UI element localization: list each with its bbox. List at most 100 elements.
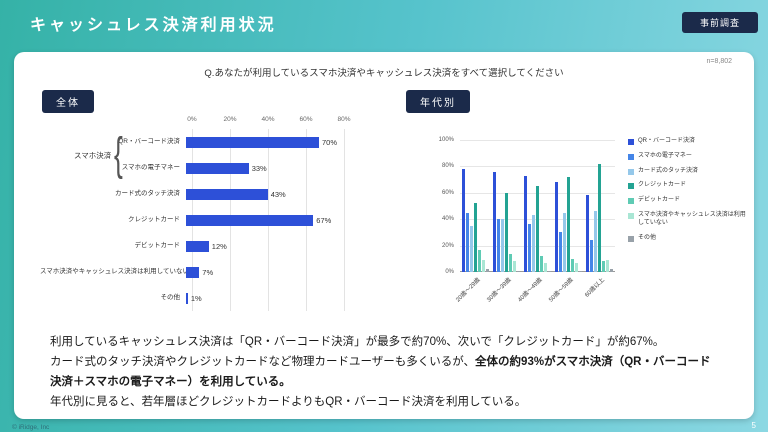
category-label: QR・バーコード決済 [118,138,180,146]
y-tick-label: 100% [438,137,454,143]
summary-line-1: 利用しているキャッシュレス決済は「QR・バーコード決済」が最多で約70%、次いで… [50,336,665,348]
x-tick-label: 40% [261,116,275,123]
bar [602,261,605,272]
bar [466,212,469,272]
bar [186,214,314,226]
smartphone-payment-bracket-label: スマホ決済 [74,150,112,160]
x-tick-label: 20歳～29歳 [455,277,482,304]
legend-swatch [628,168,634,175]
bar [474,203,477,272]
gridline [344,129,345,311]
bar [493,171,496,272]
bar [544,262,547,272]
bar [571,258,574,272]
bar-track: 70% [186,136,338,148]
x-tick-label: 0% [187,116,197,123]
legend-label: スマホ決済やキャッシュレス決済は利用していない [638,211,746,226]
legend-item: カード式のタッチ決済 [628,168,750,176]
bar [586,195,589,272]
value-label: 7% [202,267,214,277]
age-chart-plot [460,140,615,272]
legend-item: その他 [628,235,750,243]
bar-track: 1% [186,292,338,304]
brace-glyph: { [114,128,124,181]
bar [536,186,539,272]
bar [532,215,535,272]
value-label: 1% [190,293,202,303]
chart-row: その他 1% [40,285,380,311]
legend-label: クレジットカード [638,182,687,189]
category-label: スマホ決済やキャッシュレス決済は利用していない [40,268,189,276]
chart-row: カード式のタッチ決済 43% [40,181,380,207]
bar [478,249,481,272]
bar [186,136,319,148]
y-tick-label: 20% [441,242,454,249]
y-tick-label: 60% [441,189,454,196]
content-card: Q.あなたが利用しているスマホ決済やキャッシュレス決済をすべて選択してください … [14,52,754,419]
bar [563,212,566,272]
value-label: 12% [211,241,227,251]
summary-line-2: カード式のタッチ決済やクレジットカードなど物理カードユーザーも多くいるが、全体の… [50,352,716,392]
bar [470,225,473,272]
bar-track: 43% [186,188,338,200]
legend-label: QR・バーコード決済 [638,138,696,144]
x-tick-label: 80% [337,116,351,123]
bar [555,182,558,272]
bar [501,219,504,272]
by-age-badge: 年代別 [406,90,470,113]
chart-row: QR・バーコード決済 70% [40,129,380,155]
legend-swatch [628,139,634,145]
bar [509,253,512,272]
bar [186,188,268,200]
summary-line-2-normal: カード式のタッチ決済やクレジットカードなど物理カードユーザーも多くいるが、 [50,356,476,369]
bar-track: 33% [186,162,338,174]
legend-item: スマホ決済やキャッシュレス決済は利用していない [628,212,750,228]
x-tick-label: 20% [223,116,237,123]
x-tick-label: 30歳～39歳 [486,277,513,304]
bar [567,176,570,272]
legend-item: クレジットカード [628,182,750,190]
bar [505,192,508,272]
summary-line-3: 年代別に見ると、若年層ほどクレジットカードよりもQR・バーコード決済を利用してい… [50,396,527,409]
chart-row: スマホ決済やキャッシュレス決済は利用していない 7% [40,259,380,285]
bar-group [524,140,551,272]
overall-chart: 0% 20% 40% 60% 80% QR・バーコード決済 70% スマホの電子マネー 33%… [40,116,380,326]
chart-row: デビットカード 12% [40,233,380,259]
bar [517,270,520,272]
y-tick-label: 80% [441,163,454,170]
age-chart-xaxis: 20歳～29歳 30歳～39歳 40歳～49歳 50歳～59歳 60歳以上 [455,274,615,314]
value-label: 33% [251,163,267,173]
summary-line-2-bold: 全体の約93%がスマホ決済（QR・バーコード決済＋スマホの電子マネー）を利用して… [50,356,711,389]
category-label: その他 [160,294,181,302]
smartphone-payment-bracket: スマホ決済 { [74,128,126,181]
age-chart: 100% 80% 60% 40% 20% 0% 20歳～29歳 30歳～39歳 40歳～49歳… [426,137,626,330]
bar [598,163,601,272]
legend-swatch [628,183,634,190]
bar [186,266,200,278]
category-label: デビットカード [134,242,181,250]
pre-survey-badge: 事前調査 [681,12,758,33]
bar [528,224,531,272]
summary-text: 利用しているキャッシュレス決済は「QR・バーコード決済」が最多で約70%、次いで… [50,332,716,413]
legend-label: カード式のタッチ決済 [638,167,699,174]
bar [524,175,527,272]
legend-item: デビットカード [628,197,750,205]
bar-group [462,140,489,272]
y-tick-label: 0% [445,269,454,275]
bar [610,269,613,272]
sample-size: n=8,802 [706,58,733,65]
category-label: カード式のタッチ決済 [115,190,180,198]
bar-group [586,140,613,272]
bar [594,211,597,272]
bar [186,240,209,252]
bar [497,219,500,272]
bar [559,232,562,272]
legend-label: デビットカード [638,197,681,204]
survey-question: Q.あなたが利用しているスマホ決済やキャッシュレス決済をすべて選択してください [204,68,564,79]
bar [462,169,465,272]
value-label: 43% [270,189,286,199]
x-tick-label: 50歳～59歳 [548,277,575,304]
chart-row: スマホの電子マネー 33% [40,155,380,181]
legend-item: スマホの電子マネー [628,153,750,161]
overall-chart-xaxis: 0% 20% 40% 60% 80% [187,116,350,126]
